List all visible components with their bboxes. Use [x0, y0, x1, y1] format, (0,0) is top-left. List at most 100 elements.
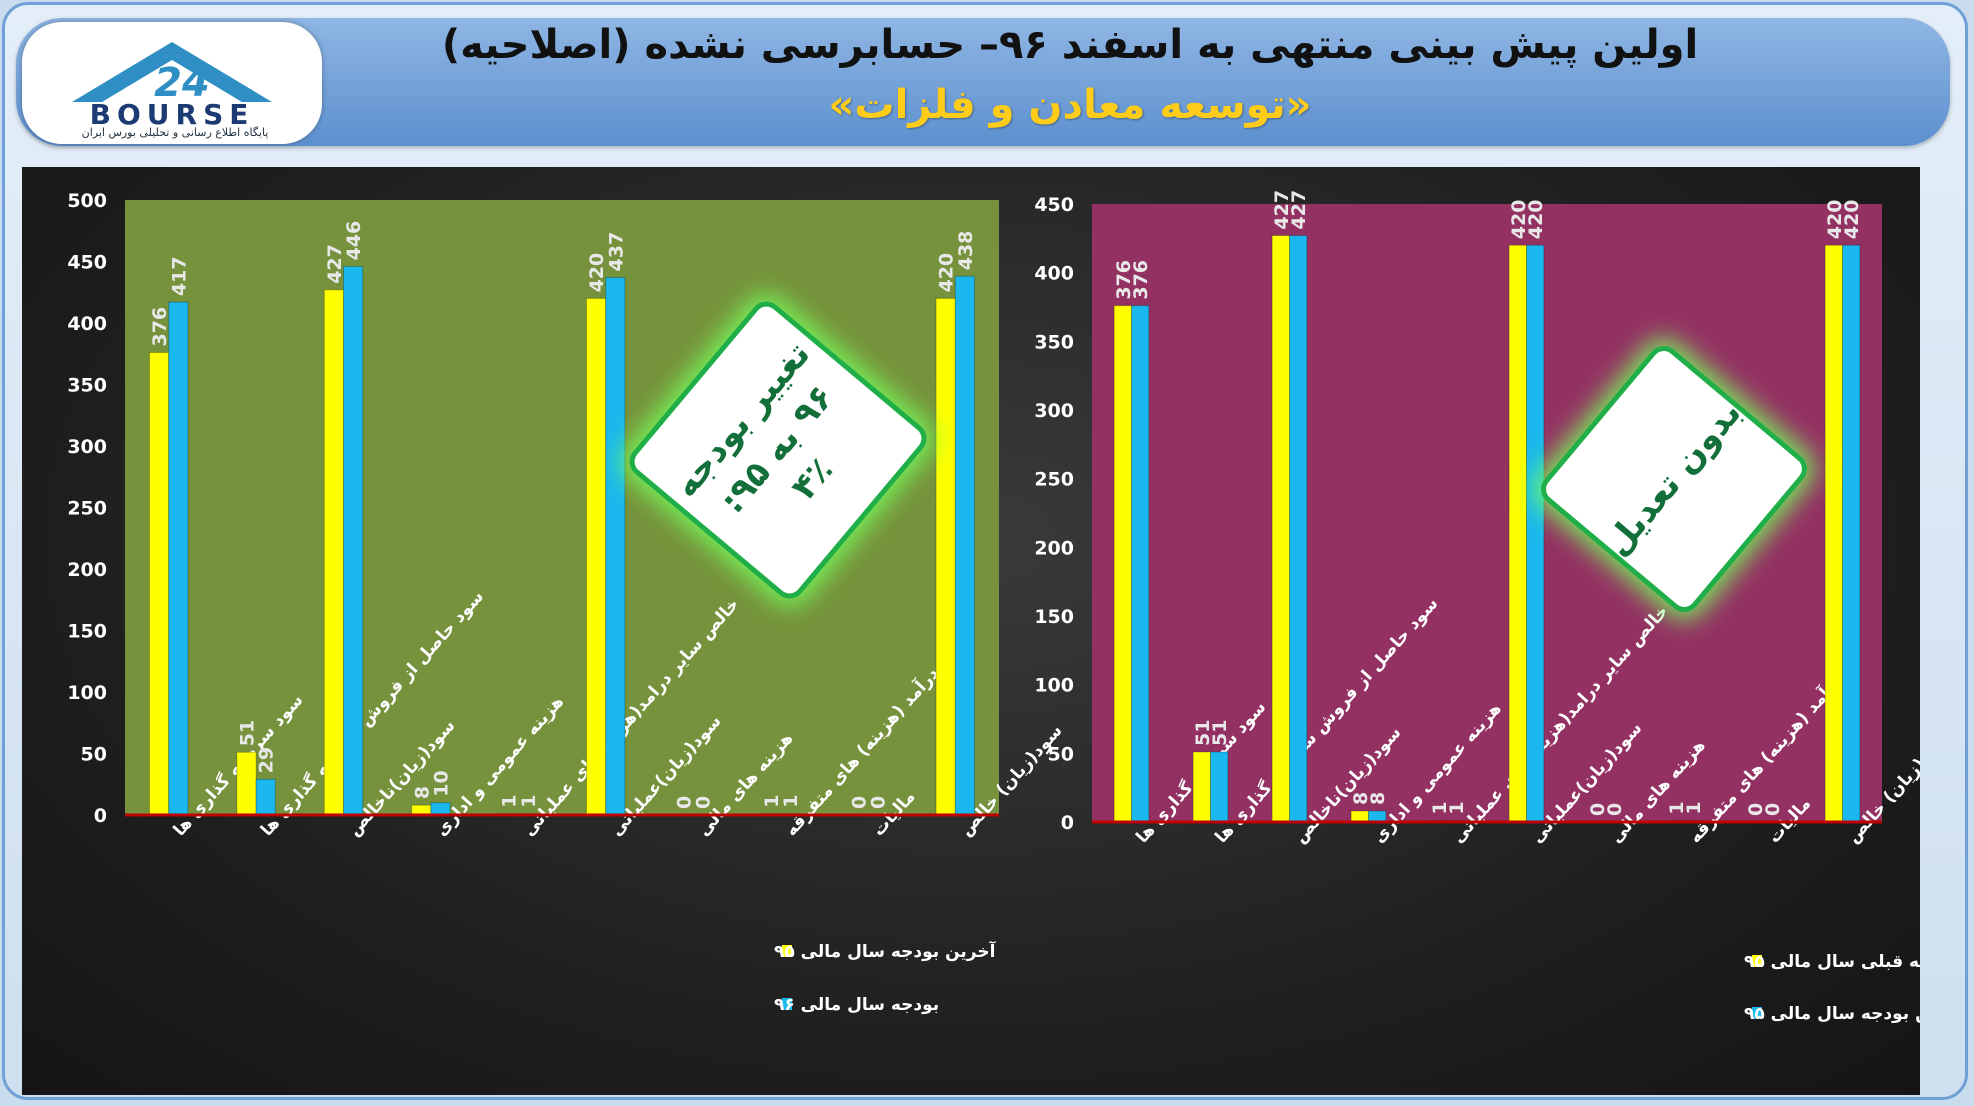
- y-tick-label: 250: [1034, 469, 1074, 491]
- charts-panel: 0 50 100 150 200 250 300 350 400 450 500 376 417 سود …: [22, 167, 1967, 1095]
- y-tick-label: 300: [1034, 400, 1074, 422]
- y-tick-label: 150: [67, 621, 107, 643]
- data-label: 420: [1508, 200, 1530, 240]
- legend-label: بودجه قبلی سال مالی ۹۵: [1744, 952, 1920, 972]
- legend-swatch: [1752, 1007, 1762, 1019]
- legend-swatch: [782, 998, 792, 1010]
- bar: [954, 275, 976, 816]
- data-label: 427: [1288, 190, 1310, 230]
- y-tick-label: 100: [67, 682, 107, 704]
- data-label: 51: [1209, 720, 1231, 746]
- logo-number: 24: [154, 60, 210, 106]
- bar: [1113, 305, 1132, 823]
- data-label: 0: [673, 796, 695, 809]
- y-tick-label: 350: [1034, 331, 1074, 353]
- y-tick-label: 50: [81, 744, 107, 766]
- data-label: 420: [586, 253, 608, 293]
- data-label: 437: [605, 232, 627, 272]
- badge-right-line-1: بدون تعدیل: [1597, 393, 1750, 564]
- data-label: 376: [149, 307, 171, 347]
- data-label: 427: [1271, 190, 1293, 230]
- y-tick-label: 150: [1034, 606, 1074, 628]
- bar: [585, 297, 607, 816]
- bar: [1350, 810, 1369, 823]
- bar: [236, 751, 257, 816]
- bar: [1271, 235, 1290, 823]
- data-label: 1: [1666, 801, 1688, 814]
- data-label: 1: [780, 795, 802, 808]
- data-label: 8: [1350, 792, 1372, 805]
- y-tick-label: 0: [1061, 812, 1074, 834]
- data-label: 420: [1824, 200, 1846, 240]
- data-label: 1: [761, 795, 783, 808]
- legend-swatch: [1752, 955, 1762, 967]
- bar: [1824, 244, 1843, 823]
- data-label: 376: [1113, 260, 1135, 300]
- data-label: 420: [1525, 200, 1547, 240]
- data-label: 0: [1745, 803, 1767, 816]
- data-label: 376: [1130, 260, 1152, 300]
- data-label: 0: [848, 796, 870, 809]
- data-label: 0: [1762, 803, 1784, 816]
- y-tick-label: 450: [67, 252, 107, 274]
- logo-text: BOURSE: [90, 98, 255, 128]
- data-label: 420: [936, 253, 958, 293]
- data-label: 438: [955, 231, 977, 271]
- bar: [148, 352, 170, 816]
- bar: [1526, 244, 1545, 823]
- y-tick-label: 0: [94, 805, 107, 827]
- page-subtitle: «توسعه معادن و فلزات»: [828, 82, 1312, 128]
- y-tick-label: 50: [1048, 743, 1074, 765]
- data-label: 8: [411, 786, 433, 799]
- legend-label: آخرین بودجه سال مالی ۹۵: [774, 940, 997, 962]
- bar: [323, 289, 345, 816]
- data-label: 1: [518, 795, 540, 808]
- y-tick-label: 200: [1034, 537, 1074, 559]
- logo-tagline: پایگاه اطلاع رسانی و تحلیلی بورس ایران: [81, 126, 269, 139]
- data-label: 1: [1446, 801, 1468, 814]
- data-label: 8: [1367, 792, 1389, 805]
- header-bar: [16, 18, 1950, 146]
- legend-label: بودجه سال مالی ۹۶: [774, 995, 939, 1015]
- legend-swatch: [782, 945, 792, 957]
- data-label: 0: [1587, 803, 1609, 816]
- bar: [605, 276, 626, 816]
- data-label: 51: [1192, 720, 1214, 746]
- data-label: 420: [1841, 200, 1863, 240]
- data-label: 1: [1429, 801, 1451, 814]
- bar: [1289, 235, 1308, 823]
- bar: [168, 301, 189, 816]
- data-label: 0: [868, 796, 890, 809]
- y-tick-label: 200: [67, 559, 107, 581]
- y-tick-label: 100: [1034, 675, 1074, 697]
- y-tick-label: 350: [67, 375, 107, 397]
- y-tick-label: 300: [67, 436, 107, 458]
- data-label: 446: [343, 221, 365, 261]
- page-title: اولین پیش بینی منتهی به اسفند ۹۶– حسابرس…: [441, 22, 1699, 68]
- data-label: 51: [236, 720, 258, 746]
- data-label: 417: [168, 256, 190, 296]
- bar: [1842, 244, 1861, 823]
- data-label: 427: [324, 244, 346, 284]
- bar: [1131, 305, 1150, 823]
- data-label: 10: [431, 770, 453, 796]
- data-label: 1: [1683, 801, 1705, 814]
- y-tick-label: 400: [1034, 263, 1074, 285]
- charts-svg: 050100150200250300350400450500376417سود …: [67, 190, 1966, 1024]
- logo-graphic: 24 BOURSE: [72, 42, 272, 128]
- legend-label: آخرین بودجه سال مالی ۹۵: [1744, 1002, 1920, 1024]
- logo: 24 BOURSE پایگاه اطلاع رسانی و تحلیلی بو…: [22, 22, 322, 144]
- bar: [1210, 751, 1229, 823]
- y-tick-label: 500: [67, 190, 107, 212]
- data-label: 0: [693, 796, 715, 809]
- y-tick-label: 450: [1034, 194, 1074, 216]
- bar: [1508, 244, 1527, 823]
- bar: [1192, 751, 1211, 823]
- bar: [343, 265, 364, 816]
- data-label: 1: [499, 795, 521, 808]
- y-tick-label: 400: [67, 313, 107, 335]
- y-tick-label: 250: [67, 498, 107, 520]
- data-label: 0: [1604, 803, 1626, 816]
- bar: [935, 297, 956, 816]
- data-label: 29: [256, 747, 278, 773]
